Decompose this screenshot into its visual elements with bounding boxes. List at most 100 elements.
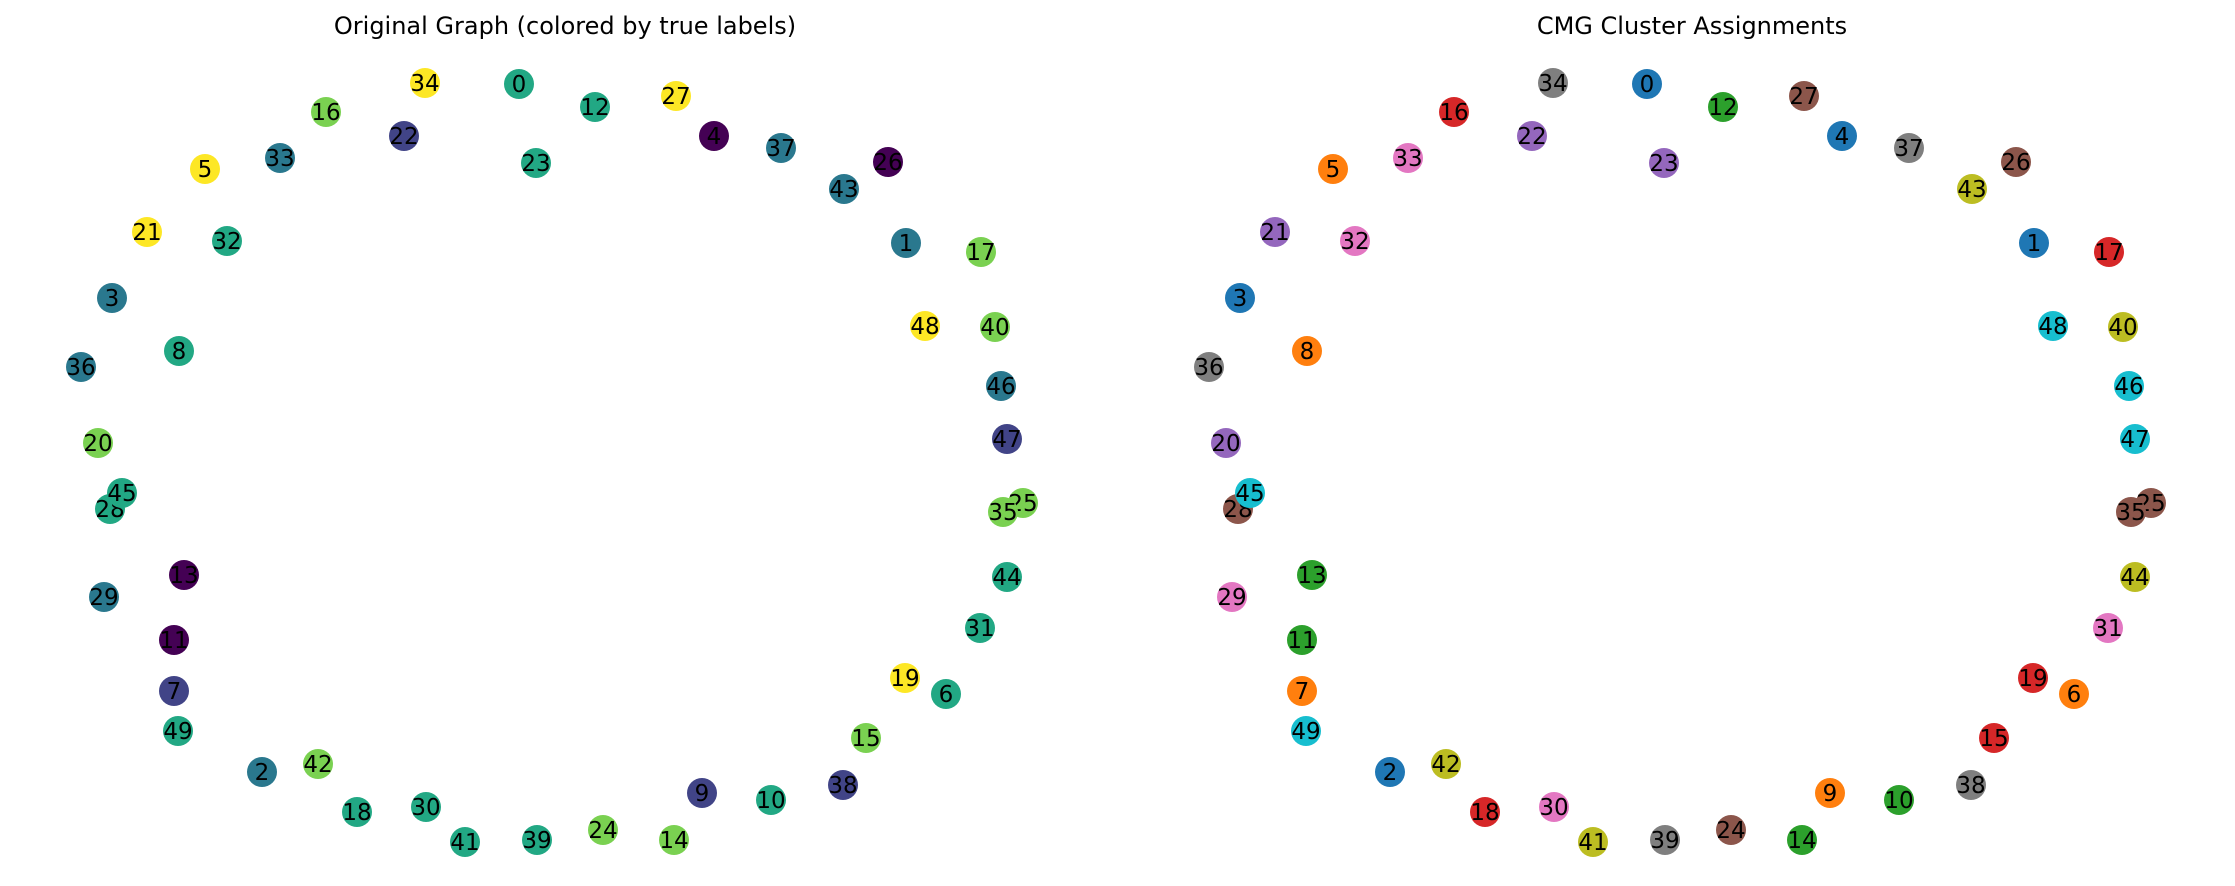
node-circle [1815,778,1845,808]
node-37: 37 [1894,133,1924,163]
node-41: 41 [450,827,480,857]
node-label: 37 [1894,136,1923,162]
node-label: 47 [2120,427,2149,453]
node-circle [164,336,194,366]
node-label: 20 [83,431,112,457]
node-2: 2 [247,757,277,787]
node-15: 15 [1979,723,2009,753]
node-label: 2 [1383,760,1398,786]
node-label: 29 [1217,585,1246,611]
node-label: 16 [1439,100,1468,126]
node-circle [1211,428,1241,458]
node-35: 35 [988,497,1018,527]
node-3: 3 [97,283,127,313]
node-circle [1787,825,1817,855]
node-circle [1517,121,1547,151]
node-circle [212,226,242,256]
node-label: 40 [980,315,1009,341]
node-label: 47 [992,427,1021,453]
node-37: 37 [766,133,796,163]
node-18: 18 [342,797,372,827]
node-label: 9 [695,781,710,807]
node-21: 21 [1260,217,1290,247]
node-circle [1287,676,1317,706]
node-circle [450,827,480,857]
node-1: 1 [2019,228,2049,258]
node-circle [1318,154,1348,184]
node-circle [1650,825,1680,855]
node-circle [1708,92,1738,122]
node-48: 48 [2038,311,2068,341]
node-label: 4 [1835,124,1850,150]
node-circle [890,663,920,693]
node-10: 10 [756,785,786,815]
node-4: 4 [699,121,729,151]
node-47: 47 [992,424,1022,454]
node-circle [966,237,996,267]
node-circle [756,785,786,815]
node-label: 33 [1393,146,1422,172]
node-7: 7 [1287,676,1317,706]
node-label: 37 [766,136,795,162]
node-circle [1225,283,1255,313]
node-33: 33 [1393,143,1423,173]
node-19: 19 [890,663,920,693]
node-8: 8 [164,336,194,366]
node-label: 15 [1979,726,2008,752]
node-label: 31 [965,616,994,642]
node-label: 7 [167,679,182,705]
node-circle [169,560,199,590]
node-42: 42 [303,749,333,779]
node-circle [931,679,961,709]
node-label: 10 [1884,788,1913,814]
node-circle [1292,336,1322,366]
node-17: 17 [2094,237,2124,267]
node-2: 2 [1375,757,1405,787]
node-label: 33 [265,146,294,172]
node-circle [1194,352,1224,382]
node-label: 38 [828,773,857,799]
node-circle [910,311,940,341]
node-circle [303,749,333,779]
node-circle [986,371,1016,401]
node-label: 12 [580,95,609,121]
node-label: 45 [107,481,136,507]
node-13: 13 [169,560,199,590]
node-label: 22 [389,124,418,150]
node-label: 22 [1517,124,1546,150]
node-26: 26 [2001,147,2031,177]
node-label: 16 [311,100,340,126]
node-5: 5 [1318,154,1348,184]
node-33: 33 [265,143,295,173]
node-circle [873,147,903,177]
node-circle [1979,723,2009,753]
node-44: 44 [992,562,1022,592]
node-label: 36 [1194,355,1223,381]
node-circle [992,562,1022,592]
node-11: 11 [159,625,189,655]
node-circle [1470,797,1500,827]
node-circle [522,825,552,855]
node-30: 30 [411,792,441,822]
node-circle [1431,749,1461,779]
node-circle [159,676,189,706]
node-circle [2094,237,2124,267]
node-30: 30 [1539,792,1569,822]
node-circle [2116,497,2146,527]
node-label: 2 [255,760,270,786]
node-46: 46 [986,371,1016,401]
node-label: 39 [522,828,551,854]
node-6: 6 [931,679,961,709]
node-11: 11 [1287,625,1317,655]
node-circle [83,428,113,458]
node-label: 3 [1233,286,1248,312]
node-circle [2018,663,2048,693]
node-label: 5 [198,157,213,183]
node-circle [828,770,858,800]
node-circle [988,497,1018,527]
node-label: 46 [986,374,1015,400]
node-label: 1 [899,231,914,257]
panel-title: CMG Cluster Assignments [1537,12,1847,40]
node-22: 22 [389,121,419,151]
